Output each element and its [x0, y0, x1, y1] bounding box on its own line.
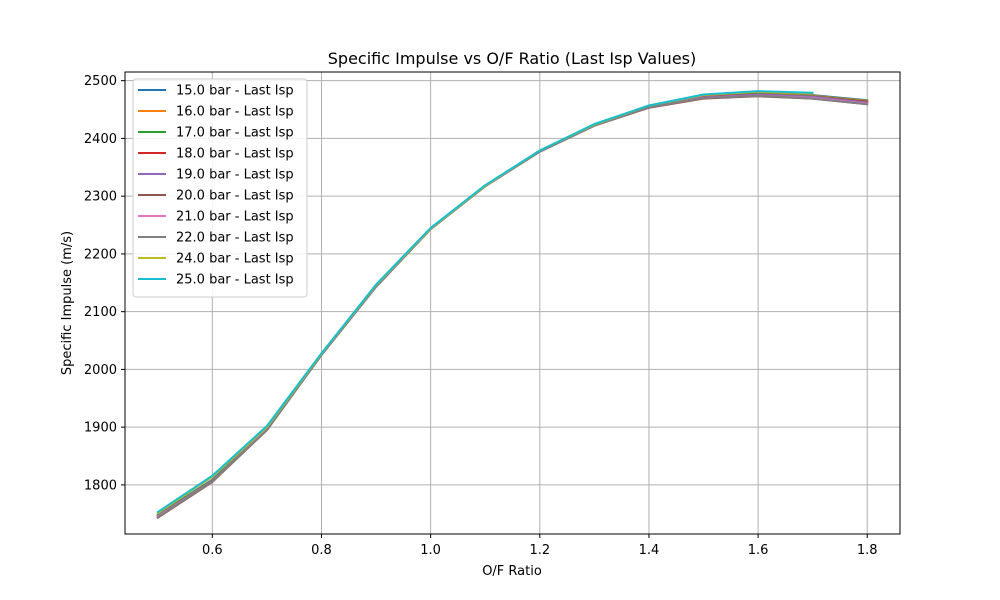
series-lines	[156, 90, 869, 519]
legend-entry-label: 21.0 bar - Last Isp	[176, 210, 294, 225]
x-tick-label: 0.6	[202, 543, 223, 558]
x-axis-label: O/F Ratio	[482, 564, 542, 579]
y-tick-label: 2400	[84, 132, 117, 147]
legend: 15.0 bar - Last Isp 16.0 bar - Last Isp 17…	[132, 78, 308, 298]
y-axis-label: Specific Impulse (m/s)	[60, 231, 75, 375]
series-line	[156, 90, 814, 514]
x-tick-label: 1.4	[639, 543, 660, 558]
legend-entry-label: 25.0 bar - Last Isp	[176, 273, 294, 288]
y-tick-label: 2100	[84, 305, 117, 320]
y-tick-label: 2000	[84, 363, 117, 378]
legend-entry-label: 24.0 bar - Last Isp	[176, 252, 294, 267]
y-tick-label: 1900	[84, 421, 117, 436]
y-tick-label: 1800	[84, 478, 117, 493]
x-tick-label: 1.6	[748, 543, 769, 558]
x-tick-label: 1.0	[420, 543, 441, 558]
legend-entry-label: 22.0 bar - Last Isp	[176, 231, 294, 246]
plot-area-frame	[124, 71, 901, 535]
y-tick-label: 2300	[84, 190, 117, 205]
legend-entry-label: 16.0 bar - Last Isp	[176, 105, 294, 120]
legend-entry-label: 18.0 bar - Last Isp	[176, 147, 294, 162]
chart-title: Specific Impulse vs O/F Ratio (Last Isp …	[328, 49, 696, 68]
legend-entry-label: 19.0 bar - Last Isp	[176, 168, 294, 183]
y-axis-ticks: 1800 1900 2000 2100 2200 2300 2400 2500	[84, 74, 125, 493]
x-tick-label: 1.2	[529, 543, 550, 558]
y-tick-label: 2200	[84, 247, 117, 262]
x-tick-label: 1.8	[857, 543, 878, 558]
legend-entry-label: 20.0 bar - Last Isp	[176, 189, 294, 204]
legend-entry-label: 17.0 bar - Last Isp	[176, 126, 294, 141]
x-tick-label: 0.8	[311, 543, 332, 558]
x-axis-ticks: 0.6 0.8 1.0 1.2 1.4 1.6 1.8	[202, 534, 878, 558]
legend-entry-label: 15.0 bar - Last Isp	[176, 84, 294, 99]
legend-box	[132, 78, 308, 298]
y-tick-label: 2500	[84, 74, 117, 89]
